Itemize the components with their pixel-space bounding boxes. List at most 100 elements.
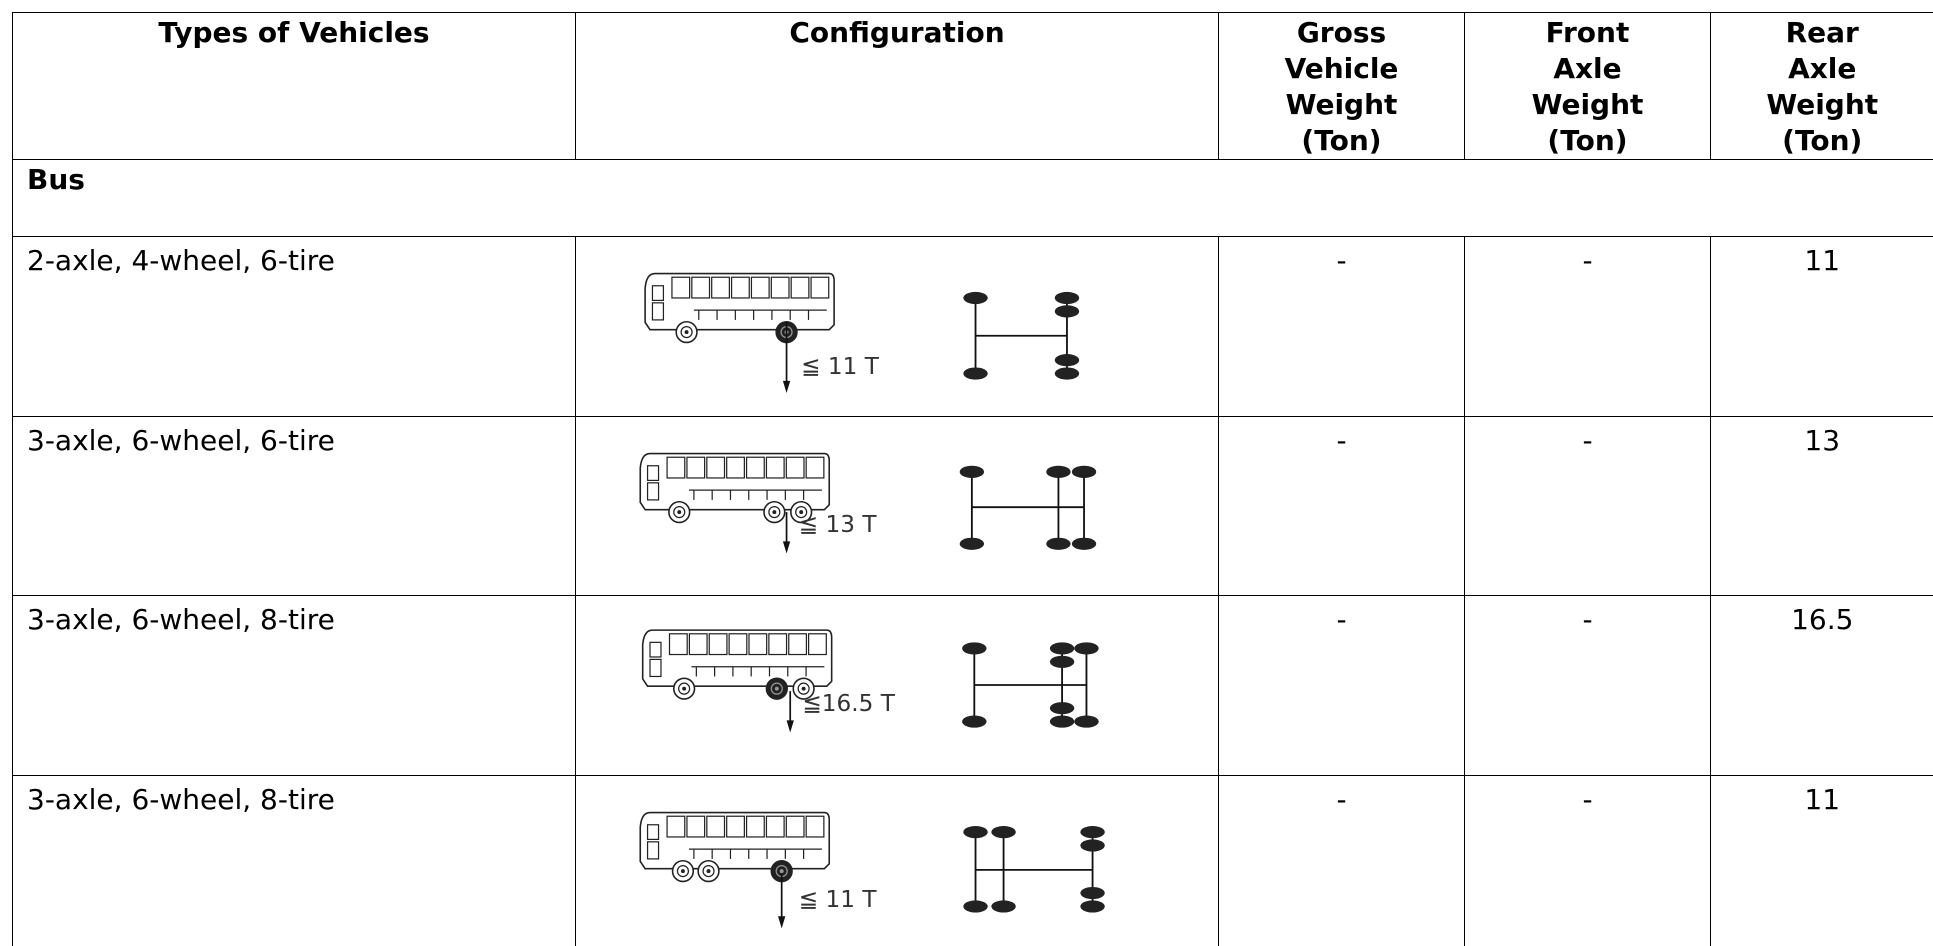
rear-axle-weight: 13 xyxy=(1710,416,1933,596)
bus-window xyxy=(706,456,726,479)
bus-window xyxy=(805,456,825,479)
tire xyxy=(963,900,988,913)
bus-window xyxy=(706,815,726,838)
configuration-drawing: ≦16.5 T xyxy=(641,629,1099,733)
rear-axle-weight: 16.5 xyxy=(1710,595,1933,776)
bus-window xyxy=(708,633,728,656)
header-row: Types of Vehicles Configuration Gross Ve… xyxy=(12,12,1933,160)
vehicle-type: 3-axle, 6-wheel, 8-tire xyxy=(12,775,576,946)
bus-window xyxy=(785,815,805,838)
bus-body xyxy=(639,811,831,870)
bus-window xyxy=(785,456,805,479)
tire xyxy=(1049,702,1075,715)
front-axle-weight: - xyxy=(1464,595,1711,776)
bus-wheel-hub xyxy=(795,505,808,519)
tire xyxy=(1054,305,1080,318)
tire xyxy=(1049,715,1075,728)
bus-window xyxy=(765,815,785,838)
axle-diagram xyxy=(963,291,1080,380)
bus-window xyxy=(691,276,711,299)
front-axle-weight: - xyxy=(1464,775,1711,946)
bus-window xyxy=(711,276,730,299)
rear-axle-weight: 11 xyxy=(1710,775,1933,946)
vehicle-row: 2-axle, 4-wheel, 6-tire ≦ 11 T - -11 xyxy=(12,236,1933,417)
tire xyxy=(1080,886,1105,900)
bus-wheel-hub xyxy=(684,330,689,335)
bus-window xyxy=(768,633,788,656)
bus-window xyxy=(788,633,808,656)
bus-wheel-hub xyxy=(706,869,711,874)
configuration-drawing: ≦ 11 T xyxy=(639,811,1105,929)
tire xyxy=(1046,465,1071,478)
bus-wheel-hub xyxy=(801,686,806,691)
bus-window xyxy=(668,633,688,656)
bus-wheel-hub xyxy=(676,865,690,878)
tire xyxy=(1054,367,1080,380)
configuration-cell: ≦ 11 T xyxy=(575,236,1219,417)
axle-diagram xyxy=(959,465,1097,550)
load-arrow-head xyxy=(786,720,794,733)
bus-wheel-hub xyxy=(673,505,686,519)
gross-weight: - xyxy=(1218,416,1465,596)
bus-side-view xyxy=(639,452,831,524)
bus-wheel-hub xyxy=(770,682,783,695)
tire xyxy=(962,715,987,728)
tire xyxy=(959,537,985,550)
bus-window xyxy=(810,276,830,299)
rear-axle-weight: 11 xyxy=(1710,236,1933,417)
bus-door xyxy=(646,482,660,501)
load-arrow-head xyxy=(782,380,791,394)
load-arrow-head xyxy=(778,916,786,929)
bus-wheel-hub xyxy=(774,686,779,691)
bus-window xyxy=(726,815,745,838)
configuration-drawing: ≦ 11 T xyxy=(644,272,1080,394)
vehicle-type: 2-axle, 4-wheel, 6-tire xyxy=(12,236,576,417)
header-cell: Gross Vehicle Weight (Ton) xyxy=(1218,12,1465,160)
bus-window xyxy=(649,641,662,658)
gross-weight: - xyxy=(1218,595,1465,776)
configuration-cell: ≦ 11 T xyxy=(575,775,1219,946)
bus-window xyxy=(730,276,750,299)
header-text: Front Axle Weight (Ton) xyxy=(1531,16,1644,157)
tire xyxy=(963,291,988,305)
tire xyxy=(1049,642,1075,655)
bus-window xyxy=(686,815,706,838)
header-cell: Front Axle Weight (Ton) xyxy=(1464,12,1711,160)
bus-wheel-hub xyxy=(772,510,777,515)
front-axle-weight: - xyxy=(1464,236,1711,417)
tire xyxy=(959,465,985,478)
tire xyxy=(1071,537,1097,550)
tire xyxy=(1054,354,1080,367)
tire xyxy=(1049,655,1075,668)
bus-window xyxy=(666,815,686,838)
bus-window xyxy=(686,456,706,479)
header-cell: Rear Axle Weight (Ton) xyxy=(1710,12,1933,160)
bus-window xyxy=(666,456,686,479)
bus-door xyxy=(646,841,660,860)
configuration-cell: ≦16.5 T xyxy=(575,595,1219,776)
bus-door xyxy=(649,658,662,678)
bus-wheel-hub xyxy=(678,682,691,695)
bus-wheel-hub xyxy=(702,865,715,878)
bus-door xyxy=(651,302,665,321)
configuration-drawing: ≦ 13 T xyxy=(639,452,1097,554)
front-axle-weight: - xyxy=(1464,416,1711,596)
bus-window xyxy=(748,633,768,656)
bus-wheel-hub xyxy=(799,510,804,515)
bus-wheel-hub xyxy=(779,869,784,874)
vehicle-row: 3-axle, 6-wheel, 8-tire ≦16.5 T - -16.5 xyxy=(12,595,1933,776)
tire xyxy=(1074,715,1099,728)
configuration-cell: ≦ 13 T xyxy=(575,416,1219,596)
tire xyxy=(1054,291,1080,305)
vehicle-row: 3-axle, 6-wheel, 6-tire ≦ 13 T - -13 xyxy=(12,416,1933,596)
bus-window xyxy=(750,276,770,299)
vehicle-type: 3-axle, 6-wheel, 6-tire xyxy=(12,416,576,596)
tire xyxy=(1080,900,1105,913)
bus-window xyxy=(688,633,708,656)
tire xyxy=(963,825,988,839)
axle-diagram xyxy=(962,642,1099,728)
bus-wheel-hub xyxy=(797,682,810,695)
header-text: Rear Axle Weight (Ton) xyxy=(1766,16,1879,157)
bus-window xyxy=(770,276,790,299)
